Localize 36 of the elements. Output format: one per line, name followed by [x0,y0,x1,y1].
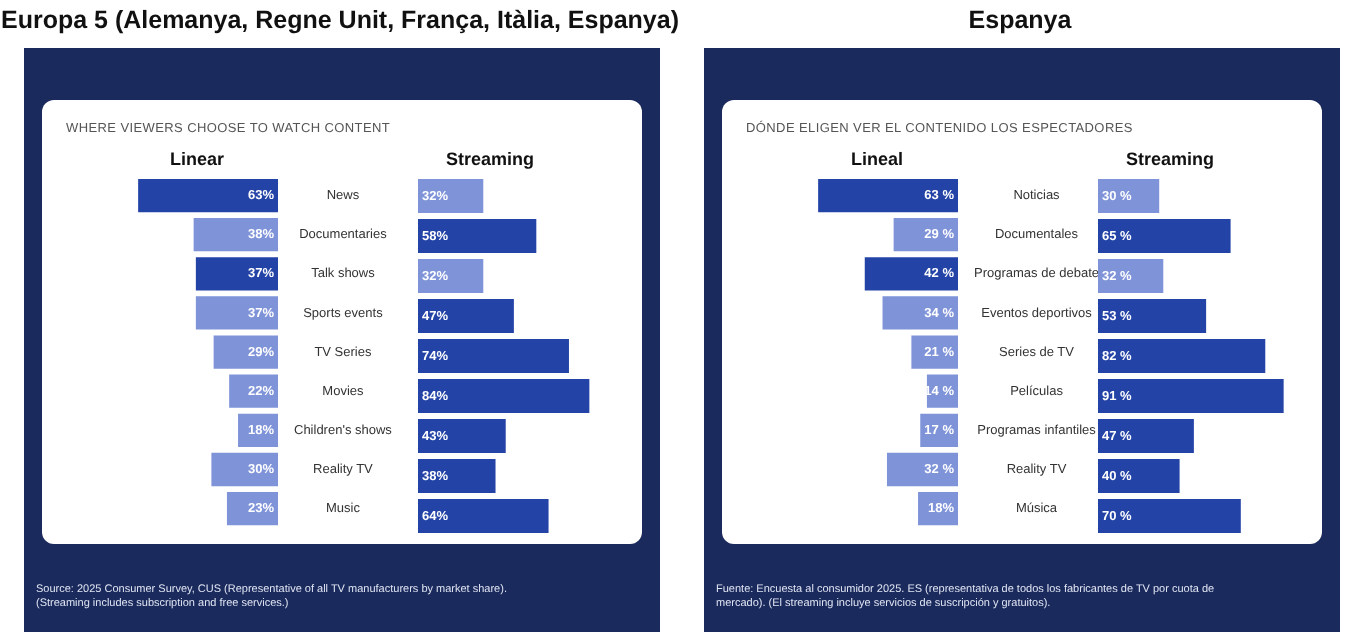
bar [1098,299,1207,333]
bar [418,499,549,533]
bar [1098,219,1231,253]
bar [1098,419,1194,453]
bar [418,459,496,493]
bar [211,452,278,487]
bar [886,452,958,487]
series-label: Linear [169,148,225,169]
bar [193,218,278,252]
text: Europa 5 (Alemanya, Regne Unit, França, Itàlia, Espanya) [0,6,680,34]
bar [1098,179,1160,213]
bar [911,335,958,369]
bar [818,178,958,213]
series-label: Lineal [850,148,904,169]
bar [213,335,278,369]
bar [882,296,958,330]
bar [195,296,278,330]
series-label: Streaming [445,148,535,169]
bar [418,219,537,253]
text: Espanya [966,6,1074,34]
bar [1098,379,1284,413]
series-label: Streaming [1125,148,1215,169]
bar [1098,459,1180,493]
bar [893,218,958,252]
bar [418,339,569,373]
bar [418,299,514,333]
bar [1098,259,1164,293]
bar [1098,499,1241,533]
bar [418,419,506,453]
bar [195,257,278,291]
bar [418,179,484,213]
bar [864,257,958,291]
bar [418,379,590,413]
bar [1098,339,1266,373]
bar [138,178,278,213]
bar [418,259,484,293]
